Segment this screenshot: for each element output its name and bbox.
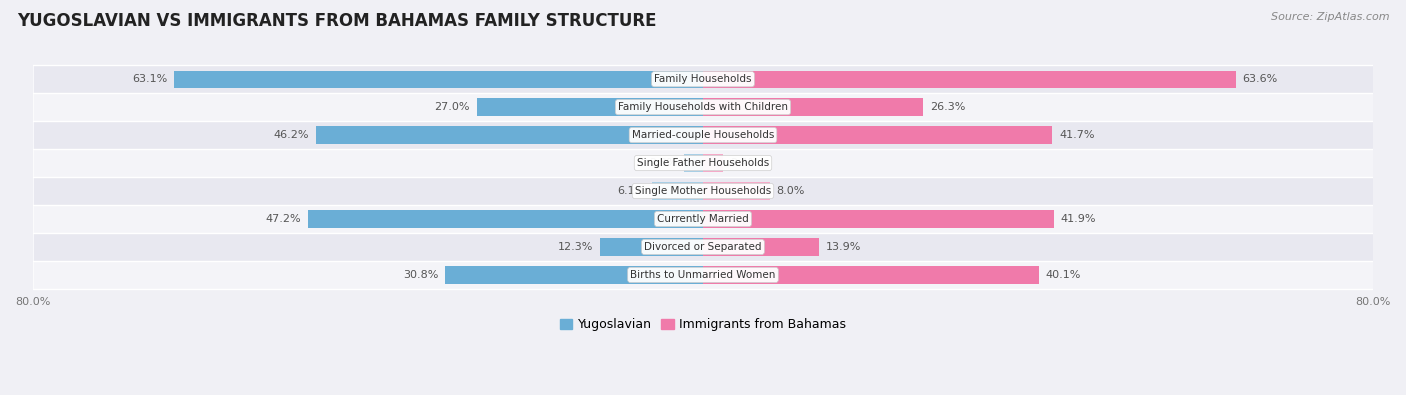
Legend: Yugoslavian, Immigrants from Bahamas: Yugoslavian, Immigrants from Bahamas xyxy=(555,313,851,336)
Text: 47.2%: 47.2% xyxy=(266,214,301,224)
Text: Divorced or Separated: Divorced or Separated xyxy=(644,242,762,252)
Text: 63.1%: 63.1% xyxy=(132,74,167,84)
Bar xyxy=(444,266,703,284)
Bar xyxy=(32,65,1374,93)
Bar xyxy=(477,98,703,116)
Text: 6.1%: 6.1% xyxy=(617,186,645,196)
Text: YUGOSLAVIAN VS IMMIGRANTS FROM BAHAMAS FAMILY STRUCTURE: YUGOSLAVIAN VS IMMIGRANTS FROM BAHAMAS F… xyxy=(17,12,657,30)
Bar xyxy=(316,126,703,144)
Text: 13.9%: 13.9% xyxy=(827,242,862,252)
Bar xyxy=(32,177,1374,205)
Text: 26.3%: 26.3% xyxy=(929,102,966,112)
Bar xyxy=(683,154,703,172)
Bar xyxy=(703,71,1236,88)
Text: Family Households with Children: Family Households with Children xyxy=(619,102,787,112)
Bar xyxy=(652,182,703,200)
Bar xyxy=(32,93,1374,121)
Text: Source: ZipAtlas.com: Source: ZipAtlas.com xyxy=(1271,12,1389,22)
Text: 46.2%: 46.2% xyxy=(274,130,309,140)
Bar xyxy=(703,210,1054,228)
Bar xyxy=(308,210,703,228)
Bar xyxy=(32,121,1374,149)
Text: 12.3%: 12.3% xyxy=(558,242,593,252)
Bar xyxy=(32,149,1374,177)
Bar xyxy=(32,233,1374,261)
Text: 63.6%: 63.6% xyxy=(1243,74,1278,84)
Text: 27.0%: 27.0% xyxy=(434,102,470,112)
Text: 2.3%: 2.3% xyxy=(648,158,678,168)
Text: 41.7%: 41.7% xyxy=(1059,130,1095,140)
Text: Births to Unmarried Women: Births to Unmarried Women xyxy=(630,270,776,280)
Bar xyxy=(174,71,703,88)
Bar xyxy=(703,126,1053,144)
Bar xyxy=(600,238,703,256)
Text: 41.9%: 41.9% xyxy=(1060,214,1097,224)
Bar xyxy=(703,182,770,200)
Text: Currently Married: Currently Married xyxy=(657,214,749,224)
Text: Married-couple Households: Married-couple Households xyxy=(631,130,775,140)
Text: 40.1%: 40.1% xyxy=(1046,270,1081,280)
Text: Family Households: Family Households xyxy=(654,74,752,84)
Bar xyxy=(703,238,820,256)
Bar xyxy=(703,266,1039,284)
Text: Single Father Households: Single Father Households xyxy=(637,158,769,168)
Text: 2.4%: 2.4% xyxy=(730,158,758,168)
Bar xyxy=(32,261,1374,289)
Bar xyxy=(703,98,924,116)
Text: 30.8%: 30.8% xyxy=(404,270,439,280)
Text: Single Mother Households: Single Mother Households xyxy=(636,186,770,196)
Bar xyxy=(32,205,1374,233)
Bar xyxy=(703,154,723,172)
Text: 8.0%: 8.0% xyxy=(776,186,806,196)
